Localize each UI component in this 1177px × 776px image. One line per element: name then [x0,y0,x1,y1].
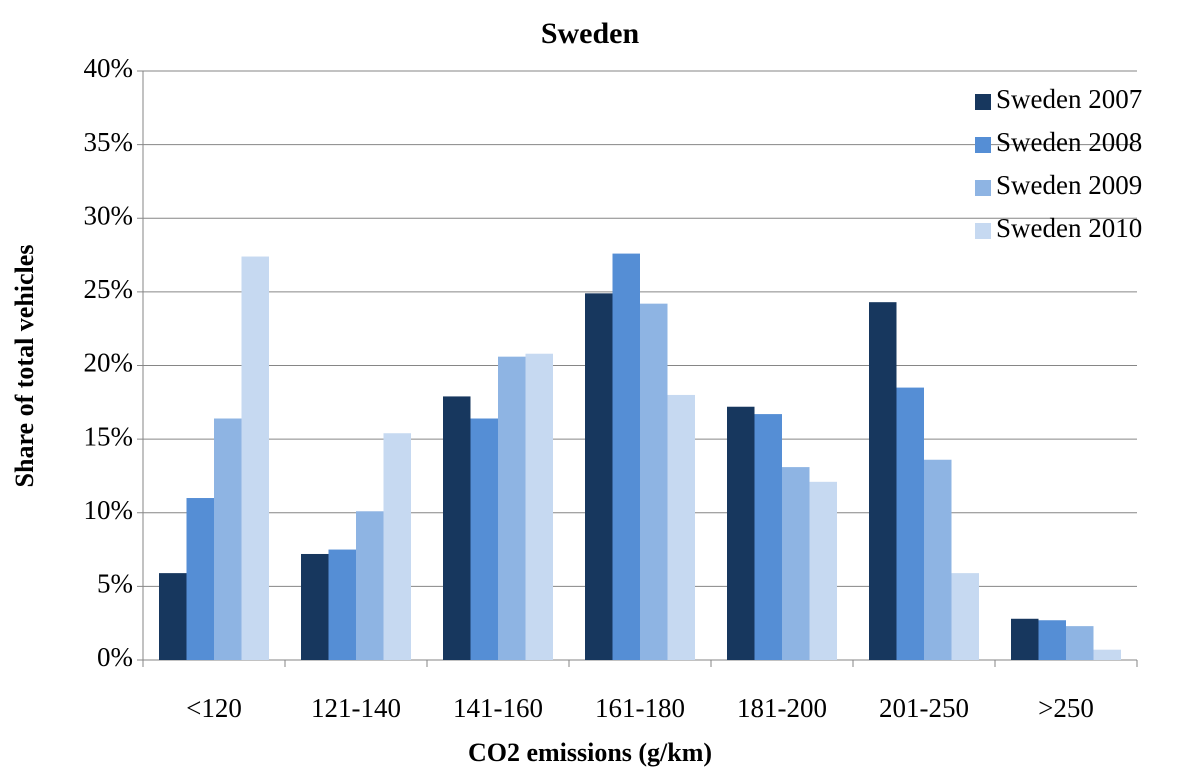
bar [1066,626,1094,660]
bar [869,302,897,660]
bar [443,396,471,660]
legend-label: Sweden 2010 [996,213,1142,243]
bar [727,406,755,660]
y-tick-label: 20% [84,348,134,378]
x-tick-label: 181-200 [737,693,827,723]
bar [383,433,411,660]
legend-swatch [975,94,991,110]
y-tick-label: 35% [84,127,134,157]
y-tick-label: 40% [84,53,134,83]
bar [241,256,269,660]
y-tick-label: 0% [97,642,133,672]
y-axis-title: Share of total vehicles [10,245,39,488]
bar [640,303,668,660]
legend-label: Sweden 2008 [996,127,1142,157]
bar [186,498,214,660]
bar [612,253,640,660]
bar [1038,620,1066,660]
bar [782,467,810,660]
bar [356,511,384,660]
bar [924,459,952,660]
bar [159,573,187,660]
x-axis-title: CO2 emissions (g/km) [468,738,712,767]
legend-swatch [975,223,991,239]
bar [328,549,356,660]
y-tick-label: 10% [84,495,134,525]
legend-swatch [975,137,991,153]
bar [498,356,526,660]
bar [667,394,695,660]
y-tick-label: 5% [97,569,133,599]
bar [525,353,553,660]
chart-title: Sweden [541,17,640,50]
x-tick-label: <120 [186,693,242,723]
x-tick-label: 141-160 [453,693,543,723]
y-tick-label: 15% [84,421,134,451]
bar [214,418,242,660]
bar [1011,618,1039,660]
y-tick-label: 30% [84,200,134,230]
x-tick-label: >250 [1038,693,1094,723]
x-tick-label: 121-140 [311,693,401,723]
bar [1093,649,1121,660]
bar [896,387,924,660]
legend-label: Sweden 2009 [996,170,1142,200]
bar [470,418,498,660]
bar [951,573,979,660]
bar [809,481,837,660]
bar [585,293,613,660]
y-tick-label: 25% [84,274,134,304]
legend-label: Sweden 2007 [996,84,1142,114]
x-tick-label: 201-250 [879,693,969,723]
x-tick-label: 161-180 [595,693,685,723]
bar [301,553,329,660]
legend-swatch [975,180,991,196]
bar [754,414,782,660]
